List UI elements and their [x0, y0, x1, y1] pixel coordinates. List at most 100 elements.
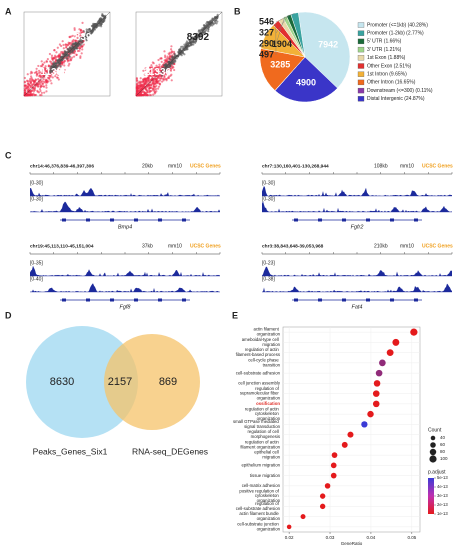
track-range: [0-35]	[30, 260, 43, 266]
scatter-dot	[141, 78, 145, 81]
panel-label: E	[232, 310, 238, 320]
y-tick-label: regulation of cell-substrate adhesion	[236, 501, 281, 511]
colorbar-label: 1e-13	[437, 511, 448, 516]
gene-name: Bmp4	[118, 224, 132, 230]
diagonal	[135, 11, 223, 97]
scatter-dot	[24, 84, 27, 87]
scatter-dot	[183, 53, 186, 56]
assembly-label: mm10	[168, 243, 182, 249]
annotation-label: UCSC Genes	[190, 243, 221, 249]
scatter-dot	[159, 77, 162, 80]
scatter-dot	[166, 55, 169, 58]
scatter-dot	[168, 60, 171, 63]
span-label: 108kb	[374, 163, 388, 169]
scatter-dot	[66, 60, 69, 63]
scatter-dot	[45, 86, 48, 89]
exon	[134, 218, 138, 222]
pie-slice	[274, 56, 338, 103]
scatter-dot	[207, 30, 210, 33]
dot	[372, 400, 380, 408]
scatter-dot	[56, 61, 59, 64]
dot	[367, 410, 374, 418]
scatter-dot	[168, 51, 172, 54]
track-range: [0-30]	[30, 196, 43, 202]
panel-label: A	[5, 6, 12, 16]
scatter-dot	[191, 43, 194, 46]
span-label: 210kb	[374, 243, 388, 249]
scatter-dot	[188, 44, 192, 47]
scatter-dot	[78, 34, 81, 38]
scatter-dot	[146, 81, 149, 84]
dot	[286, 524, 292, 530]
scatter-dot	[79, 56, 82, 59]
scatter-dot	[76, 44, 80, 47]
scatter-dot	[38, 71, 41, 75]
scatter-dot	[62, 55, 66, 58]
count-label: 8392	[75, 32, 98, 43]
scatter-dot	[207, 25, 210, 29]
scatter-dot	[35, 70, 38, 73]
scatter-dot	[174, 59, 177, 62]
scatter-dot	[49, 60, 52, 63]
scatter-dot	[163, 62, 166, 65]
scatter-dot	[68, 59, 71, 62]
scatter-dot	[208, 21, 211, 24]
legend-label: Downstream (<=300) (0.11%)	[367, 88, 433, 94]
scatter-dot	[44, 78, 47, 81]
scatter-dot	[164, 69, 167, 73]
legend-swatch	[357, 38, 365, 45]
scatter-dot	[46, 58, 49, 61]
slice-label: 546	[259, 16, 274, 26]
scatter-dot	[41, 82, 44, 85]
scatter-dot	[155, 64, 158, 67]
scatter-dot	[49, 70, 52, 74]
scatter-dot	[62, 61, 66, 64]
dot	[392, 338, 400, 346]
scatter-dot	[185, 43, 188, 46]
scatter-dot	[148, 90, 151, 93]
y-tick-label: actin filament bundle organization	[239, 511, 280, 521]
scatter-dot	[34, 84, 37, 87]
scatter-dot	[26, 79, 29, 82]
scatter-dot	[81, 40, 84, 43]
y-tick-label: regulation of supramolecular fiber organ…	[240, 386, 281, 401]
scatter-dot	[200, 34, 203, 37]
legend-swatch	[357, 22, 365, 28]
scatter-dot	[75, 53, 78, 56]
legend-dot	[429, 448, 437, 456]
scatter-dot	[99, 17, 102, 20]
region-label: chr7:130,160,401-130,268,944	[262, 163, 329, 169]
scatter-dot	[33, 89, 36, 92]
scatter-dot	[45, 60, 49, 63]
scatter-dot	[40, 72, 44, 75]
track-range: [0-40]	[30, 276, 43, 282]
scatter-dot	[157, 85, 161, 88]
scatter-dot	[64, 52, 67, 55]
scatter-dot	[85, 35, 88, 38]
scatter-dot	[78, 42, 81, 45]
scatter-dot	[168, 53, 171, 56]
exon	[294, 298, 298, 302]
scatter-dot	[33, 80, 37, 83]
scatter-dot	[66, 44, 69, 47]
scatter-dot	[62, 71, 65, 74]
scatter-dot	[82, 35, 86, 38]
scatter-dot	[67, 41, 70, 44]
scatter-dot	[160, 74, 164, 77]
scatter-dot	[44, 81, 47, 84]
scatter-dot	[51, 76, 54, 79]
scatter-dot	[150, 84, 153, 87]
scatter-dot	[151, 75, 154, 79]
annotation-label: UCSC Genes	[190, 163, 221, 169]
scatter-dot	[53, 49, 56, 52]
legend-label: 1st Exon (1.88%)	[367, 55, 406, 61]
dot	[361, 421, 368, 428]
scatter-dot	[42, 67, 45, 70]
scatter-dot	[60, 50, 63, 54]
scatter-dot	[204, 24, 208, 27]
dot	[330, 472, 337, 479]
colorbar-label: 4e-13	[437, 484, 448, 489]
scatter-dot	[40, 60, 43, 63]
scatter-dot	[59, 64, 62, 68]
scatter-dot	[64, 43, 67, 47]
